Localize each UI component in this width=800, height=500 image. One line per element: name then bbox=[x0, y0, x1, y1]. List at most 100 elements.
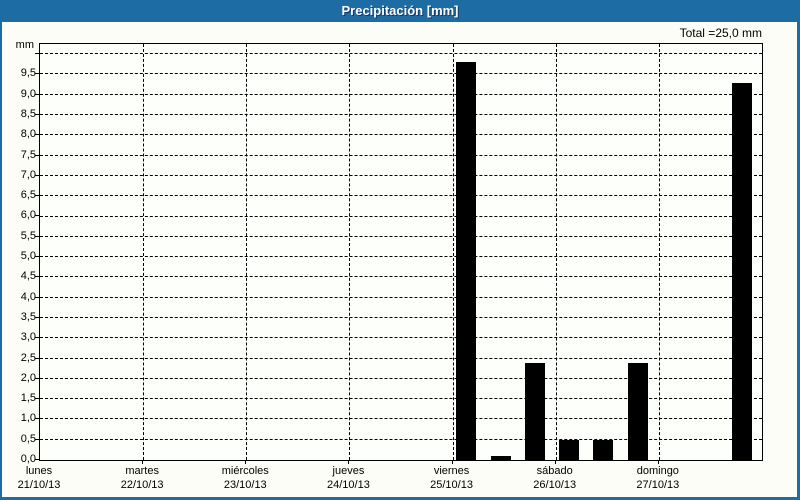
x-axis-day-label: miércoles 23/10/13 bbox=[200, 464, 290, 492]
x-tick-mark bbox=[348, 460, 350, 464]
y-tick-label: 1,5 bbox=[20, 392, 36, 405]
y-tick-mark bbox=[35, 235, 39, 237]
y-tick-mark bbox=[35, 276, 39, 278]
v-gridline bbox=[555, 44, 557, 460]
h-gridline bbox=[40, 296, 762, 298]
precip-bar bbox=[524, 362, 545, 460]
window-border-right bbox=[797, 22, 800, 500]
day-date: 27/10/13 bbox=[636, 479, 680, 491]
x-axis-day-label: sábado 26/10/13 bbox=[510, 464, 600, 492]
v-gridline bbox=[143, 44, 145, 460]
y-tick-mark bbox=[35, 377, 39, 379]
day-name: viernes bbox=[433, 465, 470, 477]
window-title-bar: Precipitación [mm] bbox=[0, 0, 800, 22]
y-tick-mark bbox=[35, 195, 39, 197]
h-gridline bbox=[40, 195, 762, 197]
y-tick-label: 3,0 bbox=[20, 331, 36, 344]
day-name: sábado bbox=[536, 465, 573, 477]
total-precipitation-label: Total =25,0 mm bbox=[679, 26, 762, 40]
y-tick-mark bbox=[35, 418, 39, 420]
y-tick-mark bbox=[35, 337, 39, 339]
h-gridline bbox=[40, 215, 762, 217]
h-gridline bbox=[40, 316, 762, 318]
y-tick-label: 4,5 bbox=[20, 270, 36, 283]
y-tick-mark bbox=[35, 459, 39, 460]
h-gridline bbox=[40, 154, 762, 156]
h-gridline bbox=[40, 418, 762, 420]
y-tick-label: 8,5 bbox=[20, 108, 36, 121]
window-border-bottom bbox=[0, 497, 800, 500]
y-tick-mark bbox=[35, 256, 39, 258]
y-tick-label: 0,0 bbox=[20, 453, 36, 465]
y-axis-unit-label: mm bbox=[15, 39, 34, 51]
h-gridline bbox=[40, 438, 762, 440]
x-tick-mark bbox=[142, 460, 144, 464]
day-date: 25/10/13 bbox=[430, 479, 473, 491]
day-date: 22/10/13 bbox=[120, 479, 164, 491]
precip-bar bbox=[731, 82, 752, 460]
y-tick-label: 9,5 bbox=[20, 67, 36, 80]
v-gridline bbox=[452, 44, 454, 460]
day-name: miércoles bbox=[221, 465, 269, 477]
y-tick-label: 2,0 bbox=[20, 371, 36, 384]
precip-bar bbox=[593, 439, 614, 460]
precip-bar bbox=[558, 439, 579, 460]
day-date: 24/10/13 bbox=[327, 479, 370, 491]
y-tick-label: 9,0 bbox=[20, 87, 36, 100]
h-gridline bbox=[40, 357, 762, 359]
y-tick-mark bbox=[35, 93, 39, 95]
h-gridline bbox=[40, 337, 762, 339]
h-gridline bbox=[40, 134, 762, 136]
y-tick-mark bbox=[35, 134, 39, 136]
y-tick-label: 5,5 bbox=[20, 229, 36, 242]
h-gridline bbox=[40, 73, 762, 75]
y-tick-mark bbox=[35, 357, 39, 359]
y-tick-label: 2,5 bbox=[20, 351, 36, 364]
v-gridline bbox=[658, 44, 660, 460]
day-name: domingo bbox=[636, 465, 679, 477]
y-tick-label: 7,5 bbox=[20, 148, 36, 161]
y-tick-label: 4,0 bbox=[20, 290, 36, 303]
y-tick-mark bbox=[35, 154, 39, 156]
y-tick-mark bbox=[35, 73, 39, 75]
x-tick-mark bbox=[657, 460, 659, 464]
day-name: jueves bbox=[332, 465, 365, 477]
x-tick-mark bbox=[245, 460, 247, 464]
window-border-left bbox=[0, 22, 2, 500]
x-axis-day-label: jueves 24/10/13 bbox=[303, 464, 393, 492]
h-gridline bbox=[40, 174, 762, 176]
precip-bar bbox=[627, 362, 648, 460]
h-gridline bbox=[40, 235, 762, 237]
h-gridline bbox=[40, 276, 762, 278]
y-tick-label: 7,0 bbox=[20, 168, 36, 181]
h-gridline bbox=[40, 377, 762, 379]
y-tick-label: 8,0 bbox=[20, 128, 36, 141]
y-tick-mark bbox=[35, 438, 39, 440]
y-tick-label: 3,5 bbox=[20, 310, 36, 323]
y-tick-label: 1,0 bbox=[20, 412, 36, 425]
day-date: 23/10/13 bbox=[223, 479, 267, 491]
day-name: lunes bbox=[25, 465, 53, 477]
y-tick-label: 6,0 bbox=[20, 209, 36, 222]
x-axis-day-label: domingo 27/10/13 bbox=[613, 464, 703, 492]
h-gridline bbox=[40, 256, 762, 258]
y-tick-mark bbox=[35, 114, 39, 116]
y-tick-label: 0,5 bbox=[20, 432, 36, 445]
h-gridline bbox=[40, 53, 762, 55]
v-gridline bbox=[246, 44, 248, 460]
window-title: Precipitación [mm] bbox=[341, 3, 459, 18]
h-gridline bbox=[40, 398, 762, 400]
y-tick-label: 5,0 bbox=[20, 250, 36, 263]
y-tick-mark bbox=[35, 296, 39, 298]
x-axis-day-label: lunes 21/10/13 bbox=[0, 464, 84, 492]
precip-bar bbox=[455, 62, 476, 460]
day-date: 26/10/13 bbox=[533, 479, 577, 491]
h-gridline bbox=[40, 114, 762, 116]
y-tick-mark bbox=[35, 174, 39, 176]
chart-plot-area bbox=[39, 43, 763, 461]
y-tick-mark bbox=[35, 316, 39, 318]
x-axis-day-label: martes 22/10/13 bbox=[97, 464, 187, 492]
y-tick-label: 6,5 bbox=[20, 189, 36, 202]
precip-bar bbox=[490, 455, 511, 460]
